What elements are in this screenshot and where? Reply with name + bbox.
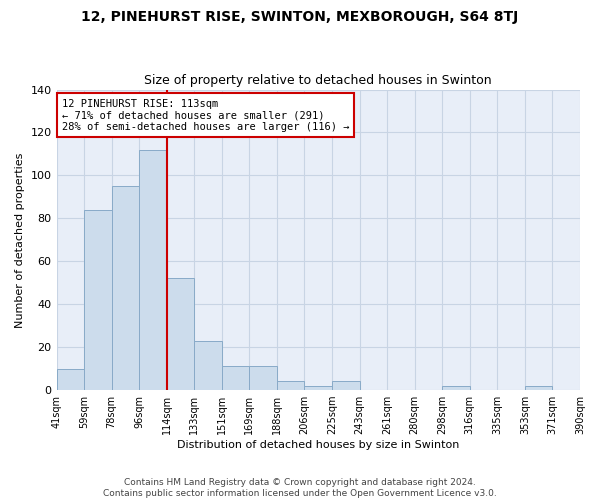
Bar <box>194 340 222 390</box>
Bar <box>442 386 470 390</box>
Bar <box>167 278 194 390</box>
Text: 12 PINEHURST RISE: 113sqm
← 71% of detached houses are smaller (291)
28% of semi: 12 PINEHURST RISE: 113sqm ← 71% of detac… <box>62 98 349 132</box>
Bar <box>222 366 250 390</box>
Bar <box>112 186 139 390</box>
Bar <box>332 382 359 390</box>
Bar <box>525 386 553 390</box>
Bar <box>139 150 167 390</box>
Bar <box>84 210 112 390</box>
Bar <box>250 366 277 390</box>
Y-axis label: Number of detached properties: Number of detached properties <box>15 152 25 328</box>
Bar <box>56 368 84 390</box>
X-axis label: Distribution of detached houses by size in Swinton: Distribution of detached houses by size … <box>177 440 460 450</box>
Text: Contains HM Land Registry data © Crown copyright and database right 2024.
Contai: Contains HM Land Registry data © Crown c… <box>103 478 497 498</box>
Title: Size of property relative to detached houses in Swinton: Size of property relative to detached ho… <box>145 74 492 87</box>
Bar <box>304 386 332 390</box>
Text: 12, PINEHURST RISE, SWINTON, MEXBOROUGH, S64 8TJ: 12, PINEHURST RISE, SWINTON, MEXBOROUGH,… <box>82 10 518 24</box>
Bar <box>277 382 304 390</box>
